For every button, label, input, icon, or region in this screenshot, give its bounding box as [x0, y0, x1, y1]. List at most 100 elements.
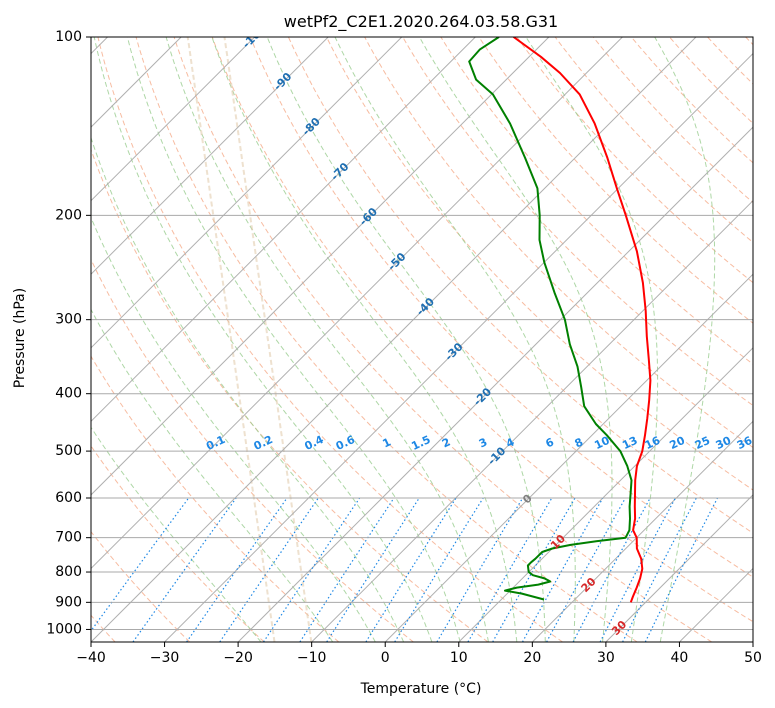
- mixing-ratio-line: [262, 497, 361, 642]
- mixing-ratio-label: 20: [668, 434, 688, 452]
- mixing-ratio-line: [622, 497, 697, 642]
- y-tick-label: 700: [55, 530, 82, 546]
- isotherm-label: -80: [300, 115, 323, 138]
- line-labels: -100-90-80-70-60-50-40-30-20-10010203040…: [204, 37, 755, 681]
- mixing-ratio-label: 10: [592, 434, 612, 452]
- isotherm: [679, 567, 753, 642]
- pressure-grid: [91, 37, 753, 630]
- y-tick-label: 1000: [46, 621, 82, 637]
- y-tick-label: 800: [55, 564, 82, 580]
- mixing-ratio-label: 1: [380, 435, 392, 450]
- x-tick-label: 30: [597, 650, 615, 666]
- dry-adiabat: [91, 355, 340, 642]
- mixing-ratio-line: [467, 497, 553, 642]
- isotherm: [458, 347, 753, 642]
- dry-adiabat: [91, 445, 265, 642]
- mixing-ratio-line: [91, 497, 190, 632]
- x-tick-label: 20: [523, 650, 541, 666]
- y-tick-label: 300: [55, 312, 82, 328]
- mixing-ratio-label: 0.4: [302, 433, 325, 453]
- y-tick-label: 600: [55, 490, 82, 506]
- mixing-ratio-line: [132, 497, 237, 642]
- mixing-ratio-label: 2: [440, 435, 452, 450]
- isotherm: [237, 126, 753, 642]
- x-tick-label: 10: [450, 650, 468, 666]
- x-tick-label: −20: [223, 650, 253, 666]
- moist-adiabat: [334, 37, 576, 642]
- isotherm-label: 40: [640, 661, 660, 681]
- mixing-ratio-line: [599, 497, 676, 642]
- dry-adiabat: [707, 37, 753, 85]
- x-tick-label: 50: [744, 650, 762, 666]
- profile-lines: [468, 37, 652, 603]
- isotherm: [752, 641, 753, 642]
- x-tick-label: −10: [297, 650, 327, 666]
- dry-adiabat: [516, 37, 753, 284]
- isotherm: [91, 37, 697, 642]
- moist-adiabat: [525, 37, 659, 642]
- x-tick-label: 0: [381, 650, 390, 666]
- moist-adiabat: [93, 37, 433, 642]
- dry-adiabat: [97, 37, 563, 642]
- mixing-ratio-line: [644, 497, 719, 642]
- x-axis-label: Temperature (°C): [360, 681, 482, 697]
- dry-adiabat: [91, 258, 414, 642]
- y-tick-label: 100: [55, 29, 82, 45]
- y-tick-label: 500: [55, 443, 82, 459]
- dry-adiabat: [91, 148, 489, 642]
- isotherm: [91, 37, 550, 496]
- isotherm: [91, 37, 403, 349]
- mixing-ratio-line: [546, 497, 626, 642]
- dry-adiabat: [402, 37, 753, 407]
- dry-adiabat: [173, 37, 713, 642]
- y-tick-label: 900: [55, 594, 82, 610]
- axes: −40 −30 −20 −10 0 10 20 30 40 5010020030040050060…: [46, 29, 762, 666]
- moist-adiabat: [418, 37, 613, 642]
- mixing-ratio-line: [219, 497, 319, 642]
- moist-adiabat: [91, 308, 334, 642]
- x-tick-label: −40: [76, 650, 106, 666]
- moist-adiabat: [211, 37, 518, 642]
- moist-adiabat: [91, 426, 262, 642]
- isotherm: [384, 273, 753, 642]
- mixing-ratio-label: 1.5: [409, 433, 432, 453]
- dry-adiabat: [249, 37, 753, 578]
- dry-adiabat: [745, 37, 753, 46]
- dry-adiabat: [478, 37, 753, 324]
- dry-adiabat: [554, 37, 753, 244]
- isotherm: [164, 52, 753, 642]
- dry-adiabat: [364, 37, 753, 449]
- mixing-ratio-label: 3: [477, 435, 489, 450]
- mixing-ratio-label: 16: [643, 434, 663, 452]
- chart-title: wetPf2_C2E1.2020.264.03.58.G31: [284, 12, 558, 32]
- isotherm: [531, 420, 753, 642]
- isotherm: [605, 494, 753, 642]
- isotherm-label: -40: [414, 295, 437, 318]
- y-tick-label: 200: [55, 207, 82, 223]
- dry-adiabat: [669, 37, 753, 125]
- mixing-ratio-line: [436, 497, 524, 642]
- mixing-ratio-label: 8: [573, 435, 585, 450]
- y-axis-label: Pressure (hPa): [12, 288, 28, 388]
- mixing-ratio-label: 0.6: [334, 433, 357, 453]
- isotherm-label: -10: [485, 444, 508, 467]
- mixing-ratio-label: 30: [714, 434, 734, 452]
- x-tick-label: −30: [150, 650, 180, 666]
- plot-frame: [90, 36, 754, 643]
- mixing-ratio-label: 25: [693, 434, 712, 452]
- isotherm: [311, 199, 753, 642]
- dry-adiabat: [440, 37, 753, 365]
- isotherm: [91, 37, 623, 570]
- mixing-ratio-line: [326, 497, 420, 642]
- dry-adiabat: [211, 37, 753, 623]
- y-tick-label: 400: [55, 386, 82, 402]
- dry-adiabat: [91, 530, 191, 642]
- moist-adiabat: [126, 37, 461, 642]
- mixing-ratio-label: 36: [735, 434, 755, 452]
- dry-adiabat: [326, 37, 753, 491]
- mixing-ratio-label: 0.2: [252, 433, 275, 453]
- dendritic-line: [186, 37, 276, 642]
- mixing-ratio-line: [365, 497, 457, 642]
- mixing-ratio-label: 13: [620, 434, 639, 452]
